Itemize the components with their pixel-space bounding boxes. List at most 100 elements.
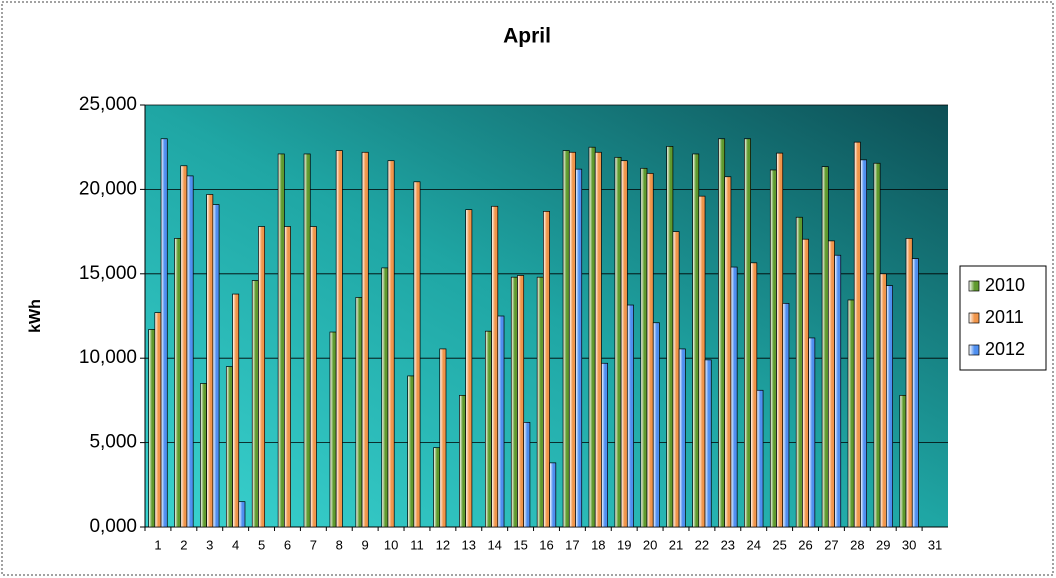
- bar: [899, 394, 907, 528]
- x-tick-label: 22: [695, 537, 709, 552]
- bar: [776, 152, 784, 528]
- bar: [756, 389, 764, 528]
- bar: [154, 312, 162, 528]
- bar: [232, 293, 240, 528]
- x-tick-label: 15: [513, 537, 527, 552]
- x-tick-label: 1: [154, 537, 161, 552]
- bar: [303, 153, 311, 528]
- bar: [523, 421, 531, 528]
- bar: [361, 151, 369, 528]
- bar: [905, 238, 913, 528]
- bar: [588, 146, 596, 528]
- x-tick-label: 17: [565, 537, 579, 552]
- bar: [407, 375, 415, 528]
- bar: [911, 258, 919, 528]
- legend-label: 2012: [985, 339, 1025, 359]
- bar: [795, 216, 803, 528]
- legend-swatch: [968, 312, 980, 324]
- bar: [206, 194, 214, 528]
- bar: [666, 146, 674, 528]
- bar: [718, 138, 726, 528]
- x-tick-label: 14: [487, 537, 501, 552]
- bar: [258, 226, 266, 528]
- bar: [212, 204, 220, 528]
- bar: [750, 262, 758, 528]
- bar: [860, 159, 868, 528]
- bar: [355, 297, 363, 528]
- bar: [459, 394, 467, 528]
- bar: [626, 304, 634, 528]
- bar: [536, 276, 544, 528]
- bar: [485, 330, 492, 528]
- x-tick-label: 30: [902, 537, 916, 552]
- legend-swatch: [968, 344, 980, 356]
- x-tick-label: 4: [232, 537, 239, 552]
- bar: [879, 273, 887, 528]
- x-tick-label: 2: [180, 537, 187, 552]
- x-tick-label: 29: [876, 537, 890, 552]
- x-tick-label: 24: [746, 537, 760, 552]
- y-tick-label: 10,000: [79, 347, 137, 368]
- bar: [284, 226, 291, 528]
- x-tick-label: 6: [284, 537, 291, 552]
- bar: [387, 160, 395, 528]
- bar: [614, 156, 622, 528]
- legend-label: 2010: [985, 275, 1025, 295]
- bar: [698, 195, 706, 528]
- legend-label: 2011: [985, 307, 1024, 327]
- bar: [562, 150, 570, 528]
- y-axis-label: kWh: [27, 299, 44, 333]
- bar: [238, 501, 246, 528]
- x-tick-label: 19: [617, 537, 631, 552]
- bar: [730, 266, 738, 528]
- bar: [853, 141, 861, 528]
- bar: [744, 138, 751, 528]
- bar: [180, 165, 188, 528]
- x-tick-label: 18: [591, 537, 605, 552]
- bar: [329, 331, 337, 528]
- bar: [439, 348, 447, 528]
- y-tick-label: 15,000: [79, 263, 137, 284]
- bar: [886, 285, 893, 528]
- x-tick-label: 23: [721, 537, 735, 552]
- x-tick-label: 3: [206, 537, 213, 552]
- bar: [821, 166, 829, 528]
- x-tick-label: 20: [643, 537, 657, 552]
- bar: [568, 151, 576, 528]
- bar: [148, 329, 156, 528]
- bar: [186, 175, 194, 528]
- bar: [704, 359, 712, 528]
- bar: [549, 462, 557, 528]
- x-tick-label: 13: [462, 537, 476, 552]
- bar: [251, 280, 259, 528]
- bar: [652, 322, 660, 528]
- bar: [827, 240, 835, 528]
- bar: [769, 169, 777, 528]
- bar: [646, 173, 654, 528]
- bar: [782, 302, 790, 528]
- x-tick-label: 27: [824, 537, 838, 552]
- bar: [200, 383, 207, 528]
- bar: [672, 231, 680, 528]
- bar: [413, 181, 421, 528]
- x-tick-label: 10: [384, 537, 398, 552]
- bar: [510, 276, 518, 528]
- legend-swatch: [968, 280, 980, 292]
- bar: [847, 299, 855, 528]
- bar: [678, 348, 686, 528]
- bar: [277, 153, 285, 528]
- x-tick-label: 5: [258, 537, 265, 552]
- bar: [433, 447, 441, 528]
- x-tick-label: 21: [669, 537, 683, 552]
- x-tick-label: 25: [772, 537, 786, 552]
- y-tick-label: 20,000: [79, 178, 137, 199]
- bar: [497, 315, 505, 528]
- bar: [724, 176, 732, 528]
- bar: [808, 337, 816, 528]
- bar: [309, 226, 317, 528]
- x-tick-label: 8: [336, 537, 343, 552]
- bar: [543, 210, 550, 528]
- x-tick-label: 12: [436, 537, 450, 552]
- bar: [575, 168, 583, 528]
